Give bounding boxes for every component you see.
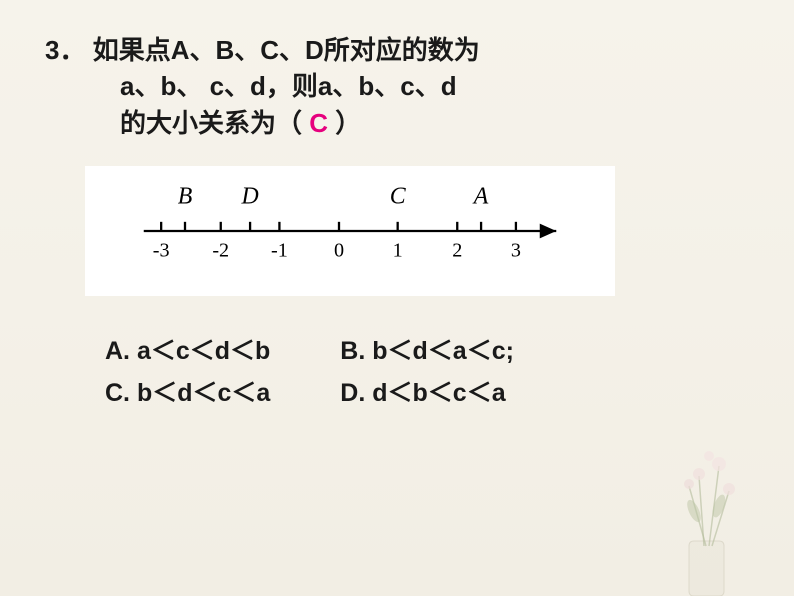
number-line-diagram: B D C A -3 -2: [85, 166, 615, 296]
option-b: B. b＜d＜a＜c;: [340, 331, 514, 367]
svg-text:A: A: [472, 184, 489, 210]
question-line-3: 的大小关系为（ C ）: [120, 105, 749, 141]
option-a: A. a＜c＜d＜b: [105, 331, 270, 367]
svg-text:-3: -3: [153, 240, 170, 262]
svg-text:0: 0: [334, 240, 344, 262]
svg-text:C: C: [390, 184, 407, 210]
option-d: D. d＜b＜c＜a: [340, 373, 505, 409]
question-text-3a: 的大小关系为（: [120, 108, 302, 138]
flower-decoration-icon: [634, 396, 774, 596]
question-number: 3．: [45, 35, 85, 65]
question-line-2: a、b、 c、d，则a、b、c、d: [120, 68, 749, 104]
svg-text:1: 1: [393, 240, 403, 262]
svg-text:3: 3: [511, 240, 521, 262]
svg-text:D: D: [240, 184, 258, 210]
option-c: C. b＜d＜c＜a: [105, 373, 270, 409]
svg-text:-1: -1: [271, 240, 288, 262]
svg-text:2: 2: [452, 240, 462, 262]
number-line-svg: B D C A -3 -2: [95, 176, 605, 286]
question-block: 3． 如果点A、B、C、D所对应的数为 a、b、 c、d，则a、b、c、d 的大…: [45, 32, 749, 141]
option-row-1: A. a＜c＜d＜b B. b＜d＜a＜c;: [105, 331, 749, 367]
answer-mark: C: [309, 108, 328, 138]
svg-text:B: B: [178, 184, 193, 210]
question-text-3b: ）: [335, 108, 361, 138]
question-line-1: 3． 如果点A、B、C、D所对应的数为: [45, 32, 749, 68]
svg-text:-2: -2: [212, 240, 229, 262]
question-text-1: 如果点A、B、C、D所对应的数为: [93, 35, 480, 65]
slide-content: 3． 如果点A、B、C、D所对应的数为 a、b、 c、d，则a、b、c、d 的大…: [0, 0, 794, 447]
